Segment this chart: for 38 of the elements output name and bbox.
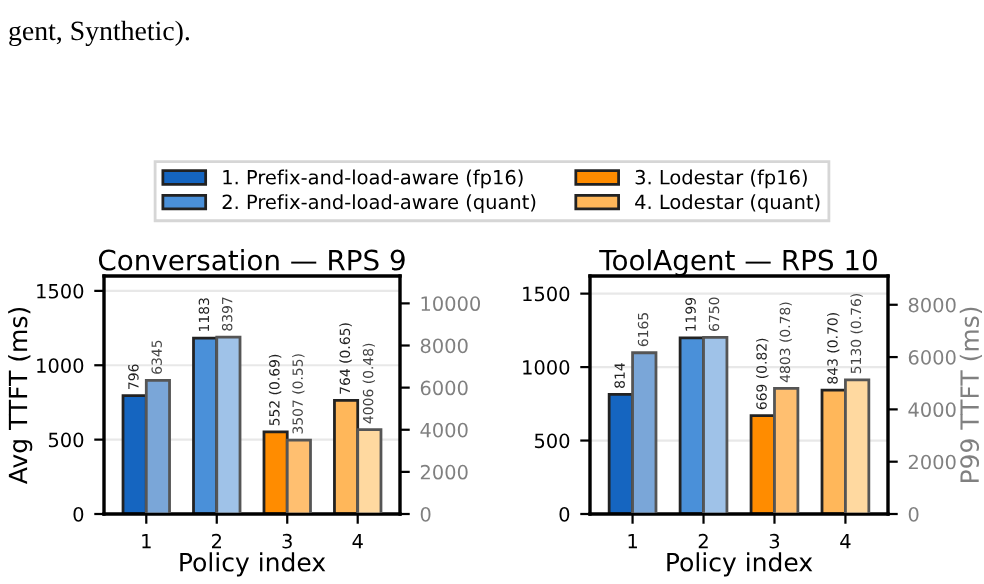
y-tick-label: 1000 [37,358,84,373]
y-tick-label: 0 [73,506,84,522]
y-tick-label: 500 [534,433,570,449]
y2-tick-label: 4000 [420,422,468,438]
x-axis-title: Policy index [180,552,326,577]
y-tick-label: 1500 [523,286,570,302]
y2-tick-label: 6000 [420,380,468,396]
legend-label: 3. Lodestar (fp16) [635,169,807,189]
x-tick-label: 3 [769,533,780,549]
y2-axis-title: P99 TTFT (ms) [959,307,982,483]
y2-tick-label: 10000 [421,296,481,312]
x-axis-title: Policy index [667,552,813,577]
y-tick-label: 0 [559,506,570,522]
y2-tick-label: 8000 [908,297,956,313]
text: gent, Synthetic). [9,20,189,46]
y-tick-label: 500 [48,432,84,448]
legend-label: 1. Prefix-and-load-aware (fp16) [223,169,523,189]
y2-tick-label: 2000 [908,454,956,470]
x-tick-label: 1 [628,534,637,549]
x-tick-label: 2 [212,533,221,549]
legend-label: 4. Lodestar (quant) [635,194,820,213]
y2-tick-label: 4000 [908,402,956,418]
x-tick-label: 4 [840,534,851,549]
chart-title: Conversation — RPS 9 [98,249,405,271]
x-tick-label: 4 [352,534,363,549]
y2-tick-label: 6000 [908,350,956,365]
x-tick-label: 3 [282,533,292,549]
y2-tick-label: 0 [908,506,919,522]
y2-tick-label: 2000 [420,464,468,480]
y-tick-label: 1000 [523,360,570,375]
chart-title: ToolAgent — RPS 10 [599,249,877,276]
y2-tick-label: 8000 [420,338,468,354]
x-tick-label: 2 [698,533,708,549]
y-tick-label: 1500 [37,283,84,299]
y2-tick-label: 0 [420,506,431,522]
x-tick-label: 1 [142,534,151,549]
legend-label: 2. Prefix-and-load-aware (quant) [222,194,536,213]
y-axis-title: Avg TTFT (ms) [8,307,33,484]
